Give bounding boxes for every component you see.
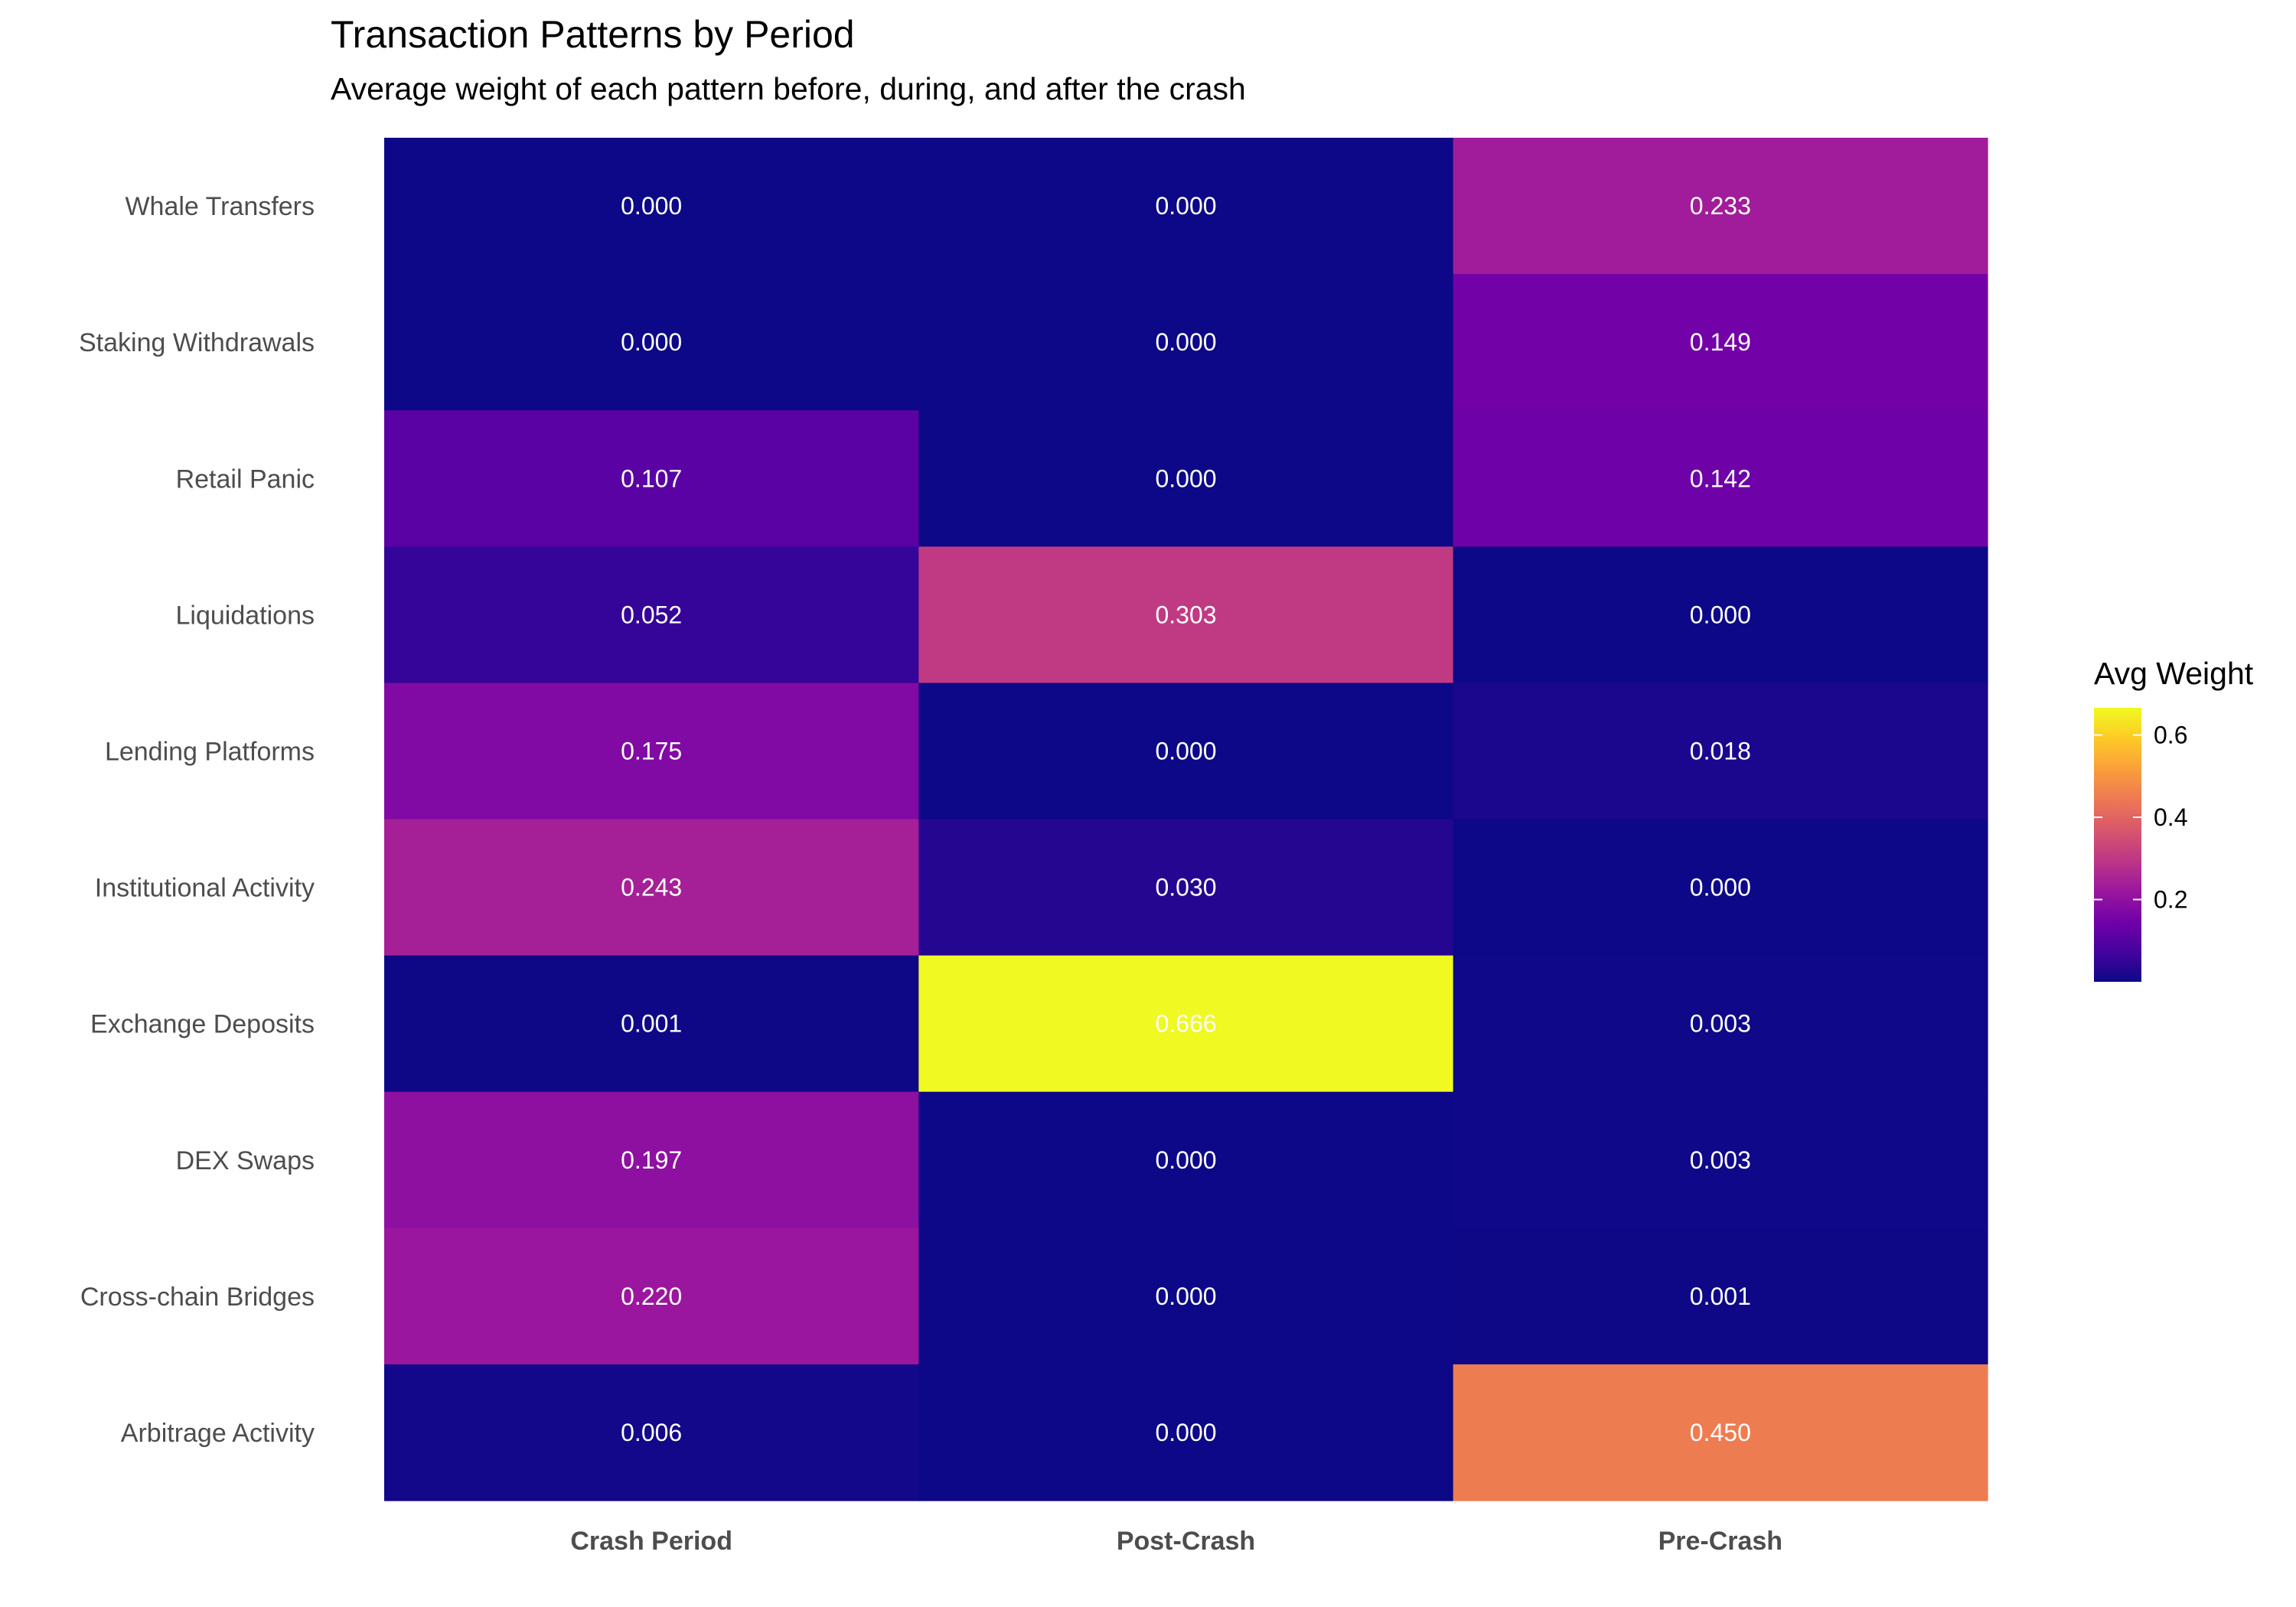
cell-value-label: 0.220	[621, 1283, 682, 1310]
y-tick-label: Lending Platforms	[105, 737, 315, 766]
cell-value-label: 0.000	[621, 192, 682, 220]
chart-subtitle: Average weight of each pattern before, d…	[331, 71, 1246, 106]
heatmap-cell	[1453, 1091, 1988, 1229]
heatmap-cell	[1453, 274, 1988, 411]
cell-value-label: 0.233	[1690, 192, 1751, 220]
heatmap-cell	[918, 1364, 1454, 1501]
cell-value-label: 0.000	[621, 328, 682, 356]
heatmap-cell	[1453, 1364, 1988, 1501]
heatmap-cells	[384, 138, 1988, 1501]
y-tick-label: Exchange Deposits	[90, 1010, 315, 1039]
heatmap-cell	[918, 546, 1454, 683]
cell-value-label: 0.000	[1155, 1283, 1216, 1310]
y-tick-label: Cross-chain Bridges	[80, 1283, 315, 1312]
y-tick-label: Liquidations	[176, 601, 315, 630]
color-legend: Avg Weight 0.2 0.4 0.6	[2094, 656, 2254, 982]
cell-value-label: 0.006	[621, 1419, 682, 1446]
heatmap-cell	[1453, 683, 1988, 820]
y-tick-label: Arbitrage Activity	[121, 1419, 315, 1448]
cell-value-label: 0.149	[1690, 328, 1751, 356]
y-tick-label: Staking Withdrawals	[79, 328, 315, 357]
legend-tick-label: 0.4	[2154, 804, 2187, 831]
heatmap-cell	[384, 683, 919, 820]
heatmap-cell	[1453, 819, 1988, 957]
heatmap-cell	[918, 410, 1454, 547]
cell-value-label: 0.000	[1690, 601, 1751, 628]
heatmap-cell	[918, 683, 1454, 820]
cell-value-label: 0.003	[1690, 1146, 1751, 1174]
cell-value-label: 0.000	[1155, 737, 1216, 764]
cell-value-label: 0.003	[1690, 1010, 1751, 1038]
x-tick-label: Crash Period	[570, 1527, 732, 1556]
legend-tick-label: 0.2	[2154, 885, 2187, 913]
heatmap-cell	[918, 1227, 1454, 1365]
heatmap-cell	[918, 274, 1454, 411]
cell-value-label: 0.052	[621, 601, 682, 628]
heatmap-cell	[384, 546, 919, 683]
cell-value-label: 0.018	[1690, 737, 1751, 764]
heatmap-cell	[384, 819, 919, 957]
cell-value-label: 0.303	[1155, 601, 1216, 628]
cell-value-label: 0.175	[621, 737, 682, 764]
heatmap-cell	[384, 138, 919, 275]
cell-value-label: 0.450	[1690, 1419, 1751, 1446]
heatmap-cell	[918, 138, 1454, 275]
y-tick-label: Retail Panic	[176, 464, 315, 494]
legend-title: Avg Weight	[2094, 656, 2254, 691]
y-tick-label: DEX Swaps	[176, 1146, 315, 1175]
cell-value-label: 0.000	[1690, 874, 1751, 901]
cell-value-label: 0.243	[621, 874, 682, 901]
heatmap-cell	[384, 1091, 919, 1229]
heatmap-cell	[1453, 1227, 1988, 1365]
heatmap-cell	[384, 1364, 919, 1501]
cell-value-label: 0.000	[1155, 1419, 1216, 1446]
x-tick-label: Pre-Crash	[1658, 1527, 1783, 1556]
y-tick-label: Whale Transfers	[125, 192, 315, 221]
heatmap-cell	[918, 955, 1454, 1093]
cell-value-label: 0.001	[621, 1010, 682, 1038]
heatmap-cell	[1453, 138, 1988, 275]
cell-value-label: 0.000	[1155, 328, 1216, 356]
cell-value-label: 0.142	[1690, 464, 1751, 492]
cell-value-label: 0.000	[1155, 1146, 1216, 1174]
legend-ticks: 0.2 0.4 0.6	[2094, 721, 2187, 913]
heatmap-cell	[384, 274, 919, 411]
cell-value-label: 0.030	[1155, 874, 1216, 901]
cell-value-label: 0.001	[1690, 1283, 1751, 1310]
x-tick-label: Post-Crash	[1117, 1527, 1255, 1556]
cell-value-label: 0.000	[1155, 464, 1216, 492]
cell-value-label: 0.666	[1155, 1010, 1216, 1038]
legend-color-bar	[2094, 708, 2141, 982]
heatmap-cell	[918, 819, 1454, 957]
heatmap-cell-labels: 0.000 0.000 0.233 0.000 0.000 0.149 0.107 0.000…	[621, 192, 1751, 1446]
heatmap-cell	[384, 410, 919, 547]
y-axis-labels: Whale Transfers Staking Withdrawals Retail…	[79, 192, 315, 1448]
heatmap-cell	[384, 955, 919, 1093]
x-axis-labels: Crash Period Post-Crash Pre-Crash	[570, 1527, 1782, 1556]
cell-value-label: 0.000	[1155, 192, 1216, 220]
heatmap-cell	[1453, 410, 1988, 547]
cell-value-label: 0.107	[621, 464, 682, 492]
y-tick-label: Institutional Activity	[95, 874, 315, 903]
chart-title: Transaction Patterns by Period	[331, 13, 855, 56]
heatmap-cell	[918, 1091, 1454, 1229]
heatmap-cell	[384, 1227, 919, 1365]
legend-tick-label: 0.6	[2154, 721, 2187, 748]
cell-value-label: 0.197	[621, 1146, 682, 1174]
heatmap-cell	[1453, 546, 1988, 683]
heatmap-cell	[1453, 955, 1988, 1093]
